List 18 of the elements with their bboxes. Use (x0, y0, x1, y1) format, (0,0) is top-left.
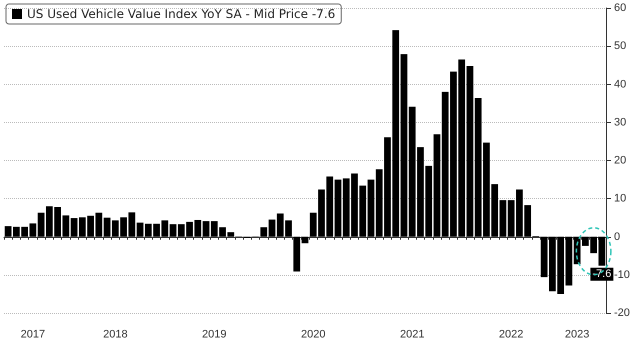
y-tick-label: 10 (614, 192, 626, 205)
y-tick-label: 20 (614, 154, 626, 166)
y-tick-label: 60 (614, 2, 626, 14)
y-tick-label: 30 (614, 116, 626, 128)
x-tick-label: 2017 (20, 328, 46, 340)
x-tick-label: 2019 (202, 328, 227, 340)
data-label: -7.6 (592, 268, 612, 280)
y-tick-label: 40 (614, 78, 626, 90)
legend-label: US Used Vehicle Value Index YoY SA - Mid Price -7.6 (27, 7, 336, 21)
y-tick-label: 0 (614, 230, 620, 243)
x-tick-label: 2018 (103, 328, 128, 340)
y-tick-label: 50 (614, 40, 626, 52)
y-tick-label: -20 (614, 307, 630, 319)
x-tick-label: 2021 (400, 328, 424, 340)
x-tick-label: 2022 (498, 328, 524, 340)
y-tick-label: -10 (614, 268, 630, 281)
x-tick-label: 2020 (301, 328, 326, 340)
x-tick-label: 2023 (564, 328, 590, 340)
